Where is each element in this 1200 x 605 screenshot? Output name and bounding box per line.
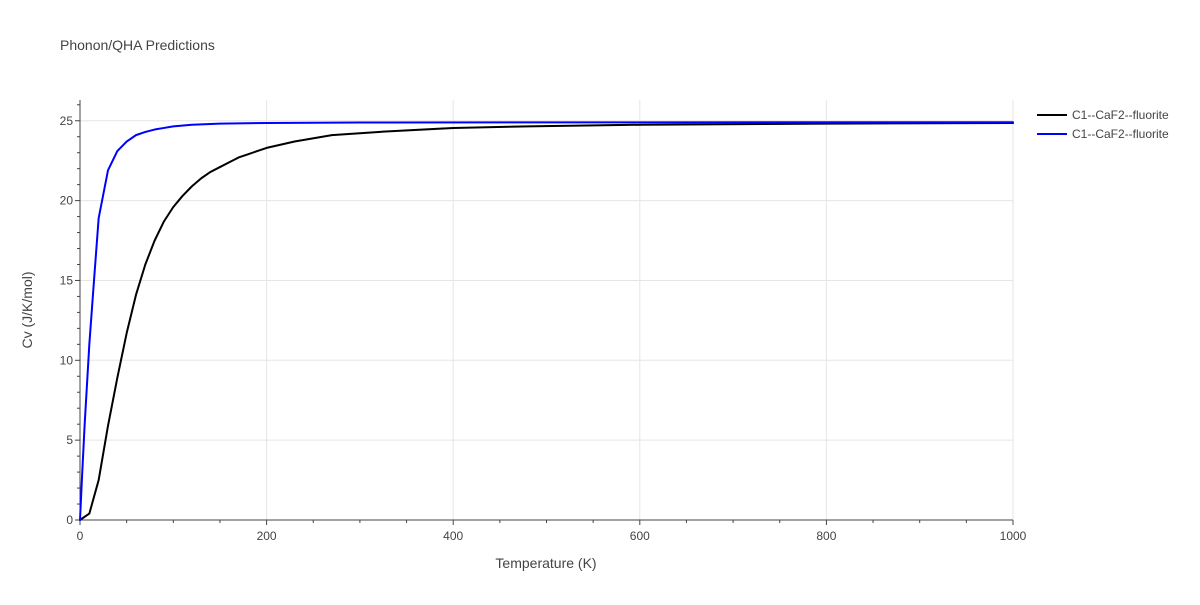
- x-tick-label: 200: [257, 529, 277, 543]
- axis-layer: [75, 100, 1014, 525]
- legend-item-1[interactable]: C1--CaF2--fluorite: [1037, 108, 1169, 122]
- x-tick-label: 400: [443, 529, 463, 543]
- grid-layer: [80, 100, 1014, 520]
- legend-label: C1--CaF2--fluorite: [1072, 108, 1169, 122]
- x-tick-label: 1000: [1000, 529, 1027, 543]
- series-line-2: [79, 121, 1014, 521]
- y-tick-label: 5: [66, 433, 73, 447]
- y-tick-label: 25: [60, 114, 74, 128]
- legend-item-2[interactable]: C1--CaF2--fluorite: [1037, 127, 1169, 141]
- x-axis-label: Temperature (K): [495, 555, 596, 571]
- x-tick-label: 0: [77, 529, 84, 543]
- y-tick-label: 0: [66, 513, 73, 527]
- series-layer: [79, 121, 1014, 521]
- chart-title: Phonon/QHA Predictions: [60, 37, 215, 53]
- y-axis-label: Cv (J/K/mol): [19, 272, 35, 349]
- series-line-1: [79, 122, 1014, 521]
- legend-label: C1--CaF2--fluorite: [1072, 127, 1169, 141]
- x-tick-label: 800: [816, 529, 836, 543]
- y-tick-label: 15: [60, 273, 74, 287]
- y-tick-label: 20: [60, 194, 74, 208]
- x-tick-label: 600: [630, 529, 650, 543]
- y-tick-label: 10: [60, 353, 74, 367]
- tick-layer: 0 200 400 600 800 1000 0 5 10 15 20 25: [60, 114, 1027, 543]
- legend[interactable]: C1--CaF2--fluorite C1--CaF2--fluorite: [1037, 108, 1169, 141]
